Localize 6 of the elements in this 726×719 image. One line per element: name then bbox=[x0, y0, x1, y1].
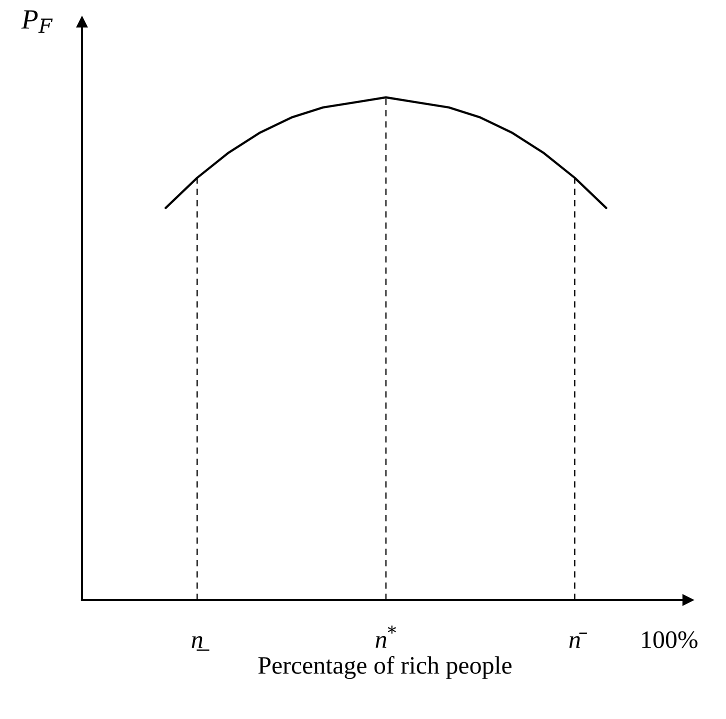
x-axis-title: Percentage of rich people bbox=[258, 656, 512, 679]
x-tick-label: n̲ bbox=[192, 636, 210, 651]
x-tick-label: n̄ bbox=[569, 632, 588, 648]
x-tick-label: n$^{*}$ bbox=[376, 626, 396, 648]
y-axis-title: P$_{F}$ bbox=[21, 10, 53, 33]
x-tick-label: 100% bbox=[642, 631, 698, 648]
